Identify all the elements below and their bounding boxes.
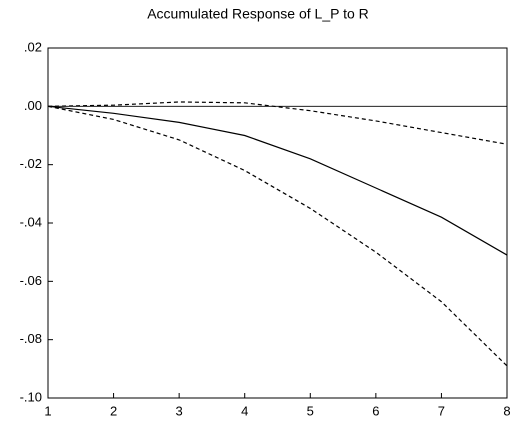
series-line xyxy=(47,105,508,256)
plot-frame xyxy=(47,47,508,399)
series-line xyxy=(47,105,508,367)
y-tick-label: .02 xyxy=(24,39,42,54)
series-line xyxy=(47,101,508,145)
y-tick-label: -.02 xyxy=(20,156,42,171)
y-tick-label: -.08 xyxy=(20,331,42,346)
x-tick-label: 1 xyxy=(44,403,51,418)
x-tick-label: 5 xyxy=(307,403,314,418)
y-tick-label: -.04 xyxy=(20,214,42,229)
y-tick-label: -.10 xyxy=(20,389,42,404)
y-tick-label: .00 xyxy=(24,98,42,113)
x-tick-label: 8 xyxy=(503,403,510,418)
x-tick-label: 3 xyxy=(176,403,183,418)
chart-title: Accumulated Response of L_P to R xyxy=(147,6,369,22)
x-tick-label: 2 xyxy=(110,403,117,418)
x-tick-label: 7 xyxy=(438,403,445,418)
x-tick-label: 6 xyxy=(372,403,379,418)
x-tick-label: 4 xyxy=(241,403,248,418)
y-tick-label: -.06 xyxy=(20,273,42,288)
